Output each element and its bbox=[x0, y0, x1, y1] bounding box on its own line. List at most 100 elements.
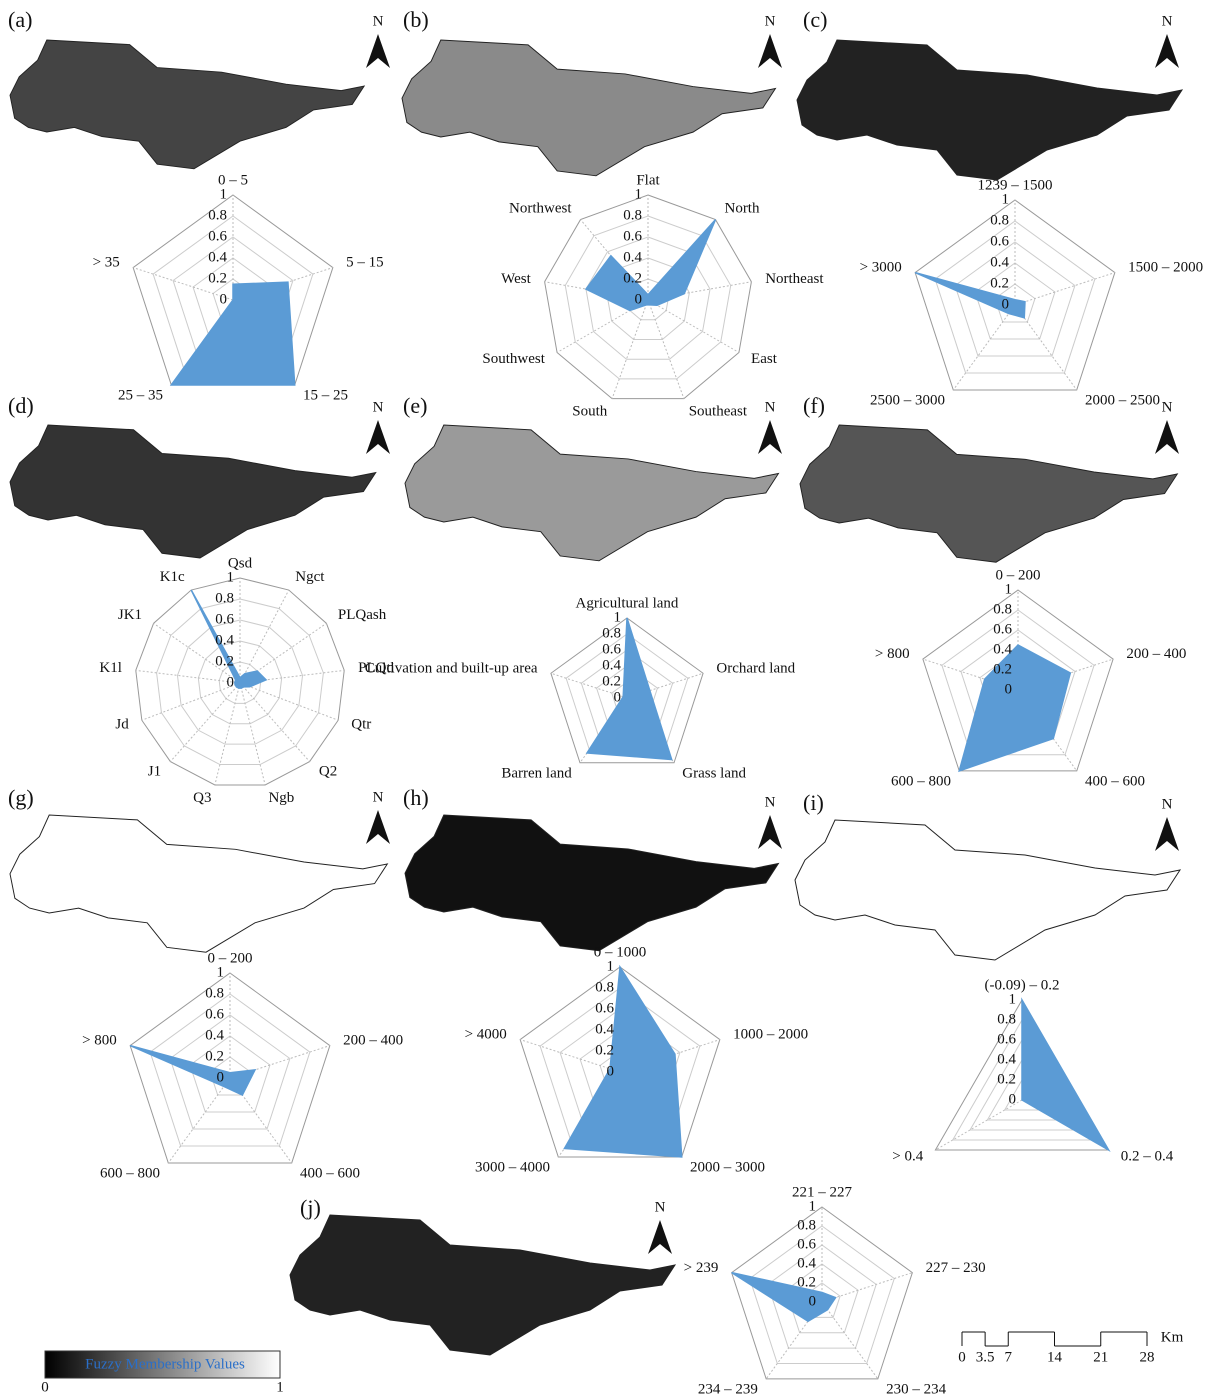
category-label: > 239 bbox=[684, 1260, 719, 1276]
category-label: Q3 bbox=[193, 790, 211, 806]
map bbox=[290, 1215, 675, 1355]
map bbox=[402, 40, 775, 176]
spoke bbox=[142, 683, 240, 720]
category-label: 600 – 800 bbox=[100, 1166, 160, 1182]
north-arrow bbox=[366, 810, 390, 844]
r-tick-label: 0.6 bbox=[993, 621, 1012, 637]
category-label: 1500 – 2000 bbox=[1128, 260, 1203, 276]
r-tick-label: 0.4 bbox=[997, 1051, 1016, 1067]
category-label: Northwest bbox=[509, 200, 572, 216]
category-label: Qtr bbox=[351, 717, 371, 733]
category-label: Grass land bbox=[682, 765, 746, 781]
scale-tick-label: 7 bbox=[1005, 1349, 1013, 1365]
panel-label: (e) bbox=[403, 393, 427, 418]
north-label: N bbox=[1162, 399, 1173, 415]
north-label: N bbox=[373, 13, 384, 29]
r-tick-label: 0.4 bbox=[215, 632, 234, 648]
r-tick-label: 0.2 bbox=[990, 275, 1009, 291]
spoke bbox=[953, 305, 1015, 390]
category-label: North bbox=[724, 200, 759, 216]
r-tick-label: 0.6 bbox=[602, 641, 621, 657]
r-tick-label: 0.2 bbox=[215, 653, 234, 669]
r-tick-label: 0 bbox=[1009, 1091, 1017, 1107]
r-tick-label: 0 bbox=[220, 291, 228, 307]
map bbox=[10, 815, 387, 952]
legend-title: Fuzzy Membership Values bbox=[85, 1356, 245, 1372]
r-tick-label: 0.2 bbox=[993, 661, 1012, 677]
panel-label: (c) bbox=[803, 7, 827, 32]
legend-tick: 1 bbox=[276, 1379, 284, 1394]
r-tick-label: 0.4 bbox=[205, 1027, 224, 1043]
r-tick-label: 0 bbox=[635, 291, 643, 307]
r-tick-label: 0.6 bbox=[595, 1000, 614, 1016]
r-tick-label: 1 bbox=[809, 1198, 817, 1214]
spoke bbox=[822, 1302, 878, 1379]
r-tick-label: 0.4 bbox=[208, 249, 227, 265]
category-label: Flat bbox=[636, 172, 660, 188]
category-label: > 4000 bbox=[465, 1027, 507, 1043]
north-arrow bbox=[758, 420, 782, 454]
r-tick-label: 0 bbox=[227, 674, 235, 690]
category-label: Northeast bbox=[765, 271, 824, 287]
category-label: Southeast bbox=[689, 403, 748, 419]
category-label: PLQash bbox=[338, 607, 387, 623]
panel-label: (b) bbox=[403, 7, 429, 32]
north-label: N bbox=[655, 1199, 666, 1215]
map bbox=[405, 425, 778, 561]
north-arrow bbox=[758, 815, 782, 849]
r-tick-label: 0.4 bbox=[993, 641, 1012, 657]
r-tick-label: 0 bbox=[614, 689, 622, 705]
category-label: Ngct bbox=[295, 569, 325, 585]
scale-tick-label: 28 bbox=[1140, 1349, 1155, 1365]
category-label: Agricultural land bbox=[576, 595, 679, 611]
scale-tick-label: 0 bbox=[958, 1349, 966, 1365]
panel-label: (a) bbox=[8, 7, 32, 32]
figure: Fuzzy Membership Values 0 1 (a)N00.20.40… bbox=[0, 0, 1215, 1394]
spoke bbox=[240, 683, 338, 720]
category-label: 1000 – 2000 bbox=[733, 1027, 808, 1043]
r-tick-label: 1 bbox=[1005, 581, 1013, 597]
r-tick-label: 0 bbox=[1005, 681, 1013, 697]
category-label: 25 – 35 bbox=[118, 388, 163, 404]
north-label: N bbox=[373, 399, 384, 415]
category-label: > 3000 bbox=[860, 260, 902, 276]
r-tick-label: 1 bbox=[635, 186, 643, 202]
category-label: 2000 – 3000 bbox=[690, 1160, 765, 1176]
category-label: South bbox=[572, 403, 608, 419]
spoke bbox=[648, 300, 684, 399]
category-label: 200 – 400 bbox=[1126, 646, 1186, 662]
r-tick-label: 1 bbox=[607, 958, 615, 974]
scale-tick-label: 21 bbox=[1093, 1349, 1108, 1365]
r-tick-label: 0.4 bbox=[602, 657, 621, 673]
north-arrow bbox=[1155, 817, 1179, 851]
panel-label: (d) bbox=[8, 393, 34, 418]
r-tick-label: 0 bbox=[607, 1063, 615, 1079]
r-tick-label: 1 bbox=[220, 186, 228, 202]
north-label: N bbox=[1162, 796, 1173, 812]
category-label: 221 – 227 bbox=[792, 1184, 853, 1200]
category-label: West bbox=[501, 271, 531, 287]
r-tick-label: 0.8 bbox=[595, 979, 614, 995]
r-tick-label: 0.8 bbox=[602, 625, 621, 641]
category-label: Southwest bbox=[482, 351, 545, 367]
r-tick-label: 0.8 bbox=[205, 985, 224, 1001]
data-area bbox=[130, 1046, 255, 1095]
map bbox=[797, 40, 1182, 180]
r-tick-label: 0 bbox=[217, 1069, 225, 1085]
r-tick-label: 0.2 bbox=[623, 270, 642, 286]
r-tick-label: 1 bbox=[1009, 991, 1017, 1007]
north-arrow bbox=[366, 420, 390, 454]
r-tick-label: 0.8 bbox=[208, 207, 227, 223]
category-label: 0 – 5 bbox=[218, 172, 248, 188]
map bbox=[10, 425, 376, 558]
category-label: 0 – 200 bbox=[208, 950, 253, 966]
map bbox=[405, 815, 778, 951]
r-tick-label: 0 bbox=[809, 1293, 817, 1309]
category-label: 400 – 600 bbox=[1085, 774, 1145, 790]
data-area bbox=[732, 1273, 836, 1322]
category-label: 15 – 25 bbox=[303, 388, 348, 404]
category-label: (-0.09) – 0.2 bbox=[985, 977, 1060, 993]
north-label: N bbox=[765, 794, 776, 810]
r-tick-label: 0.2 bbox=[208, 270, 227, 286]
panel-label: (g) bbox=[8, 785, 34, 810]
